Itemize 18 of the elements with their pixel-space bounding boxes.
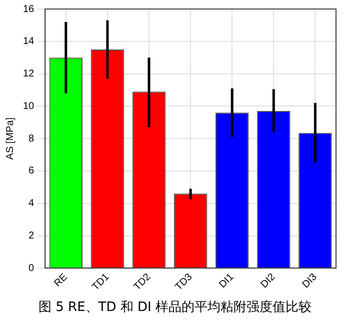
x-tick-label: TD1 — [90, 271, 112, 293]
caption: 图 5 RE、TD 和 DI 样品的平均粘附强度值比较 — [38, 299, 312, 316]
y-tick-label: 12 — [23, 68, 35, 80]
y-tick-label: 0 — [28, 262, 35, 274]
x-tick-label: TD2 — [132, 271, 154, 293]
y-axis-title: AS [MPa] — [4, 117, 16, 160]
y-tick-label: 16 — [23, 4, 35, 15]
x-tick-label: DI2 — [258, 271, 278, 290]
y-tick-label: 6 — [28, 166, 35, 177]
y-tick-label: 4 — [28, 198, 35, 210]
y-tick-label: 8 — [28, 133, 35, 144]
x-tick-label: DI1 — [217, 271, 236, 290]
x-tick-label: RE — [52, 271, 70, 290]
y-tick-label: 10 — [23, 100, 35, 112]
x-tick-label: TD3 — [173, 271, 195, 293]
y-tick-label: 14 — [23, 36, 35, 48]
y-tick-label: 2 — [28, 230, 35, 242]
x-tick-label: DI3 — [300, 271, 320, 290]
